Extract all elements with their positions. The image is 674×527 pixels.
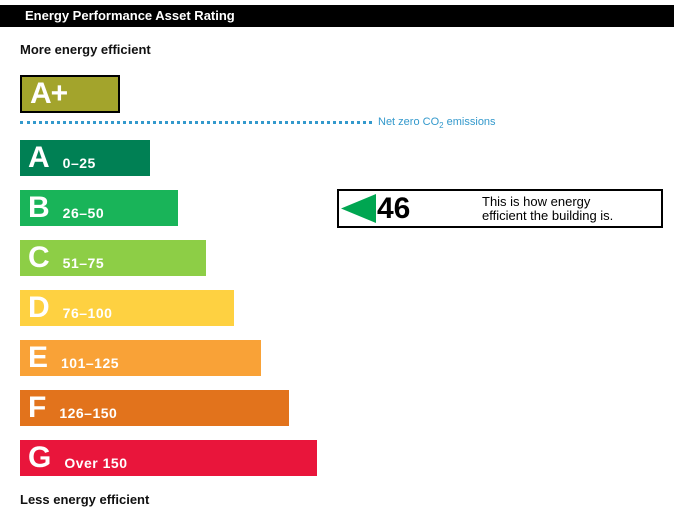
- band-range: 26–50: [62, 204, 105, 221]
- band-b: B 26–50: [20, 190, 178, 226]
- net-zero-label: Net zero CO2 emissions: [378, 116, 496, 130]
- band-letter: E: [28, 341, 48, 374]
- less-efficient-label: Less energy efficient: [20, 492, 150, 507]
- band-g: G Over 150: [20, 440, 317, 476]
- band-range: 101–125: [61, 354, 120, 371]
- band-letter: C: [28, 241, 50, 274]
- net-zero-line: [20, 121, 372, 124]
- band-range: 51–75: [62, 254, 105, 271]
- band-d: D 76–100: [20, 290, 234, 326]
- net-zero-subscript: 2: [439, 121, 444, 131]
- rating-arrow-icon: [341, 194, 376, 223]
- net-zero-text-suffix: emissions: [443, 116, 496, 128]
- rating-description-line1: This is how energy: [482, 194, 591, 209]
- rating-description-line2: efficient the building is.: [482, 208, 614, 223]
- rating-value: 46: [377, 192, 411, 225]
- band-letter: G: [28, 441, 51, 474]
- band-range: 126–150: [59, 404, 118, 421]
- band-f: F 126–150: [20, 390, 289, 426]
- band-a: A 0–25: [20, 140, 150, 176]
- rating-description: This is how energy efficient the buildin…: [482, 195, 613, 223]
- chart-title: Energy Performance Asset Rating: [0, 5, 674, 27]
- band-letter: A+: [30, 77, 68, 110]
- net-zero-text: Net zero CO: [378, 116, 440, 128]
- more-efficient-label: More energy efficient: [20, 42, 151, 57]
- band-range: Over 150: [64, 454, 128, 471]
- rating-indicator: 46 This is how energy efficient the buil…: [337, 189, 663, 228]
- band-letter: F: [28, 391, 46, 424]
- band-range: 76–100: [62, 304, 113, 321]
- band-letter: A: [28, 141, 50, 174]
- band-a-plus: A+: [20, 75, 120, 113]
- band-e: E 101–125: [20, 340, 261, 376]
- band-range: 0–25: [62, 154, 96, 171]
- band-letter: D: [28, 291, 50, 324]
- band-letter: B: [28, 191, 50, 224]
- band-c: C 51–75: [20, 240, 206, 276]
